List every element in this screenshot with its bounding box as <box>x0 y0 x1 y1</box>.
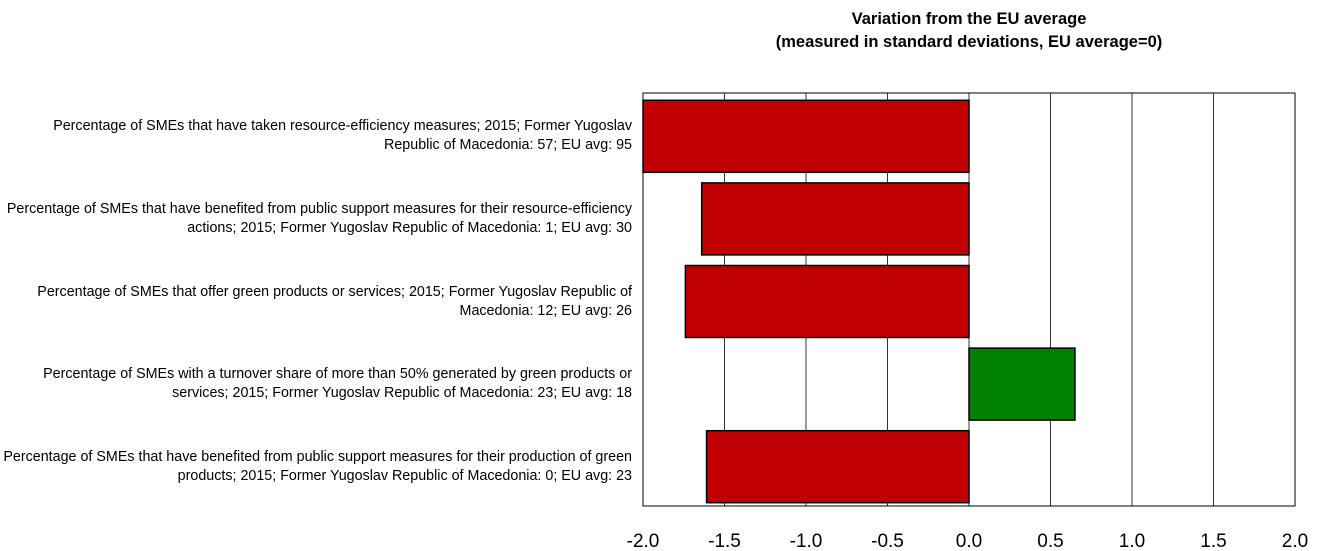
bar <box>642 99 970 174</box>
chart-subtitle: (measured in standard deviations, EU ave… <box>776 33 1163 51</box>
x-tick-label: 2.0 <box>1282 531 1308 551</box>
bar <box>684 264 970 339</box>
x-tick-label: -1.5 <box>708 531 741 551</box>
bar <box>968 347 1076 421</box>
x-tick-label: 1.5 <box>1200 531 1226 551</box>
x-tick-label: 0.0 <box>956 531 982 551</box>
category-label: Percentage of SMEs that offer green prod… <box>37 283 632 319</box>
x-tick-label: -2.0 <box>627 531 660 551</box>
category-label: Percentage of SMEs that have taken resou… <box>53 118 632 154</box>
bar <box>700 182 970 256</box>
bar <box>705 429 970 504</box>
x-tick-label: 1.0 <box>1119 531 1145 551</box>
category-label: Percentage of SMEs that have benefited f… <box>6 200 632 236</box>
category-label: Percentage of SMEs that have benefited f… <box>3 448 632 484</box>
x-tick-label: -0.5 <box>871 531 904 551</box>
category-label: Percentage of SMEs with a turnover share… <box>43 366 632 402</box>
x-tick-label: -1.0 <box>790 531 823 551</box>
x-tick-label: 0.5 <box>1037 531 1063 551</box>
chart-title: Variation from the EU average <box>852 10 1087 28</box>
